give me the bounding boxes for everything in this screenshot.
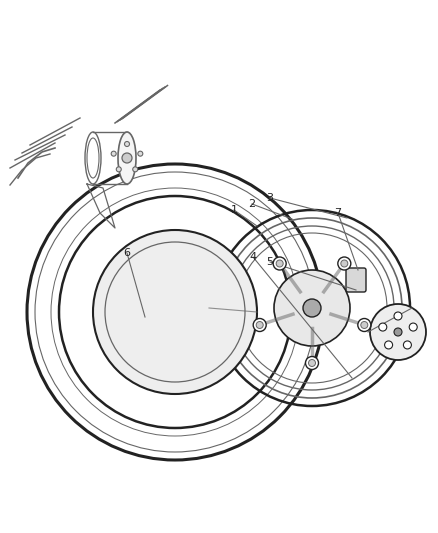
Ellipse shape (272, 257, 286, 270)
Ellipse shape (360, 321, 367, 328)
Text: 7: 7 (334, 208, 341, 218)
Ellipse shape (276, 260, 283, 267)
Ellipse shape (340, 260, 347, 267)
Text: 5: 5 (266, 257, 273, 267)
Ellipse shape (308, 359, 315, 367)
Ellipse shape (111, 151, 116, 156)
Ellipse shape (256, 321, 263, 328)
Ellipse shape (337, 257, 350, 270)
Text: 3: 3 (266, 193, 273, 203)
Ellipse shape (253, 319, 265, 332)
Ellipse shape (384, 341, 392, 349)
Ellipse shape (138, 151, 142, 156)
Ellipse shape (369, 304, 425, 360)
Text: 2: 2 (248, 199, 255, 209)
Ellipse shape (357, 319, 370, 332)
Ellipse shape (118, 132, 136, 184)
Ellipse shape (93, 230, 256, 394)
Ellipse shape (393, 328, 401, 336)
Text: 4: 4 (249, 252, 256, 262)
Text: 6: 6 (123, 248, 130, 258)
FancyBboxPatch shape (345, 268, 365, 292)
Ellipse shape (122, 153, 132, 163)
Ellipse shape (273, 270, 349, 346)
Ellipse shape (403, 341, 410, 349)
Ellipse shape (378, 323, 386, 331)
Ellipse shape (408, 323, 416, 331)
Text: 1: 1 (230, 205, 237, 215)
Ellipse shape (116, 167, 121, 172)
Ellipse shape (132, 167, 138, 172)
Ellipse shape (393, 312, 401, 320)
Ellipse shape (305, 357, 318, 369)
Ellipse shape (124, 141, 129, 147)
Ellipse shape (302, 299, 320, 317)
